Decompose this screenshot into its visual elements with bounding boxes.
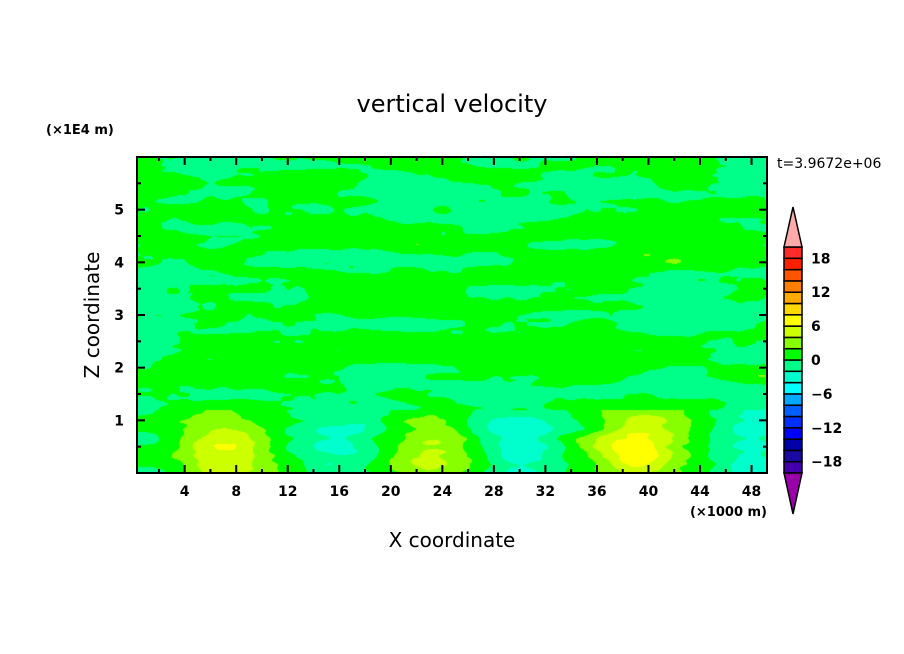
- y-tick-label: 2: [114, 361, 124, 377]
- contour-field: [137, 157, 767, 473]
- colorbar-box: [783, 381, 803, 395]
- colorbar-box: [783, 427, 803, 440]
- chart-title: vertical velocity: [357, 90, 548, 118]
- x-tick-label: 44: [690, 484, 710, 500]
- x-tick-label: 48: [742, 484, 761, 500]
- y-tick-label: 3: [114, 308, 124, 324]
- y-axis-label: Z coordinate: [80, 252, 104, 379]
- colorbar-box: [783, 404, 803, 418]
- x-tick-label: 16: [330, 484, 349, 500]
- colorbar-box: [783, 359, 803, 373]
- colorbar-box: [783, 314, 803, 327]
- x-tick-label: 24: [433, 484, 453, 500]
- colorbar-tick-label: −12: [811, 421, 842, 437]
- x-axis-label: X coordinate: [389, 528, 516, 552]
- x-tick-label: 20: [381, 484, 401, 500]
- colorbar-box: [783, 257, 803, 271]
- x-tick-label: 28: [484, 484, 503, 500]
- x-tick-label: 8: [231, 484, 241, 500]
- colorbar-box: [783, 291, 803, 305]
- colorbar-tick-label: 0: [811, 353, 821, 369]
- colorbar-over-triangle: [783, 206, 803, 248]
- x-unit-label: (×1000 m): [690, 505, 767, 520]
- colorbar-box: [783, 280, 803, 293]
- colorbar-tick-label: −6: [811, 387, 832, 403]
- colorbar-box: [783, 325, 803, 339]
- colorbar-box: [783, 336, 803, 350]
- colorbar-tick-label: 6: [811, 319, 821, 335]
- colorbar-box: [783, 449, 803, 463]
- x-tick-label: 4: [180, 484, 190, 500]
- x-tick-label: 32: [536, 484, 555, 500]
- y-tick-label: 1: [114, 413, 124, 429]
- x-tick-label: 40: [639, 484, 659, 500]
- plot-frame: [136, 156, 768, 474]
- colorbar-box: [783, 347, 803, 361]
- colorbar-box: [783, 246, 803, 260]
- colorbar-box: [783, 302, 803, 316]
- time-label: t=3.9672e+06: [777, 156, 881, 172]
- colorbar-box: [783, 460, 803, 474]
- y-tick-label: 5: [114, 203, 124, 219]
- x-tick-label: 12: [278, 484, 297, 500]
- colorbar-box: [783, 268, 803, 282]
- colorbar-tick-label: 12: [811, 285, 830, 301]
- colorbar-under-triangle: [783, 472, 803, 515]
- y-unit-label: (×1E4 m): [46, 123, 114, 138]
- colorbar-box: [783, 415, 803, 429]
- colorbar-box: [783, 438, 803, 452]
- y-tick-label: 4: [114, 255, 124, 271]
- x-tick-label: 36: [587, 484, 606, 500]
- colorbar-tick-label: 18: [811, 251, 830, 267]
- colorbar-tick-label: −18: [811, 455, 842, 471]
- colorbar-box: [783, 393, 803, 406]
- colorbar-box: [783, 370, 803, 384]
